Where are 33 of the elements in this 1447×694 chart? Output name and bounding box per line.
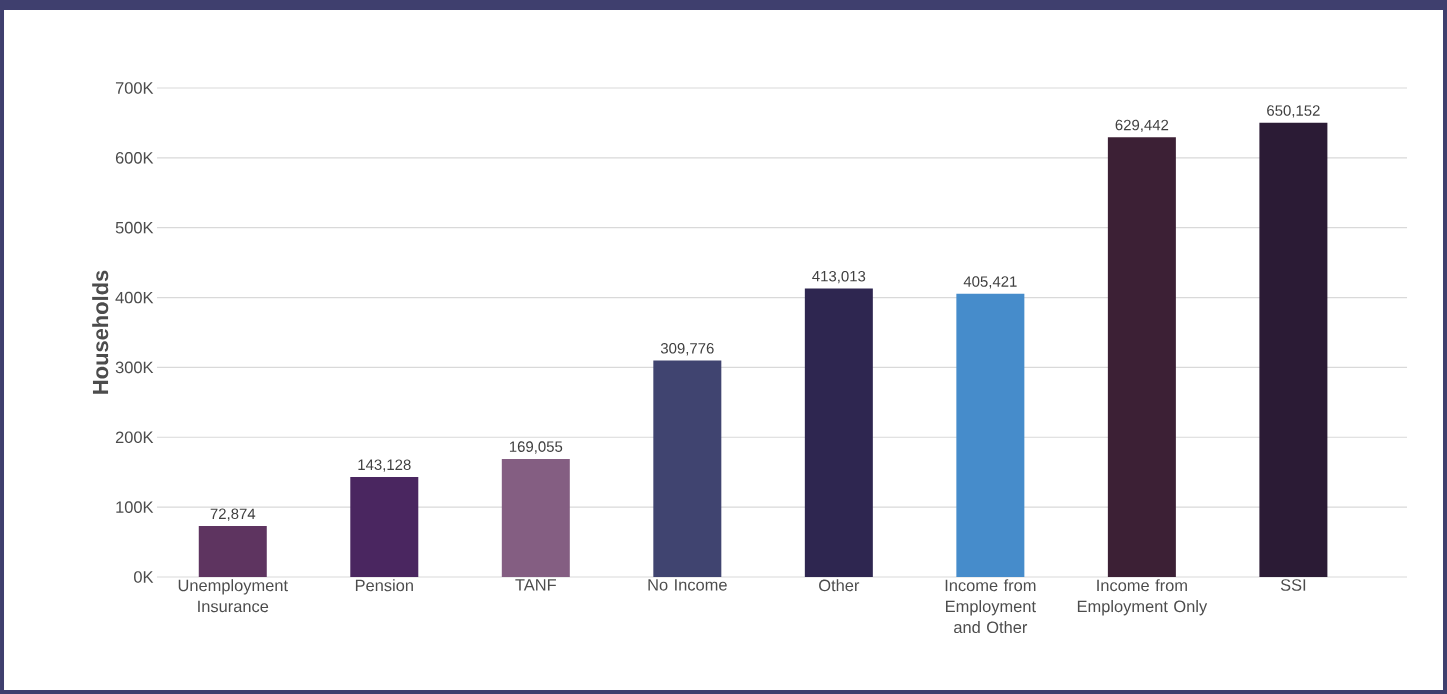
x-tick-label: Unemployment Insurance bbox=[178, 579, 288, 613]
data-label: 143,128 bbox=[358, 459, 411, 472]
y-tick-label: 0K bbox=[134, 571, 154, 583]
y-tick-label: 600K bbox=[115, 152, 154, 164]
data-label: 650,152 bbox=[1267, 105, 1320, 118]
bar bbox=[956, 293, 1025, 577]
bar bbox=[198, 526, 267, 577]
y-tick-label: 300K bbox=[115, 361, 154, 374]
data-label: 72,874 bbox=[210, 508, 256, 521]
x-tick-label: Other bbox=[819, 579, 860, 592]
y-tick-label: 400K bbox=[115, 291, 154, 304]
bar bbox=[350, 477, 419, 577]
bar bbox=[501, 458, 570, 577]
data-label: 405,421 bbox=[963, 276, 1017, 289]
x-tick-label: SSI bbox=[1280, 579, 1306, 591]
bar bbox=[653, 360, 722, 577]
bar bbox=[1107, 137, 1176, 577]
x-tick-label: TANF bbox=[515, 579, 556, 591]
x-tick-label: Income from Employment Only bbox=[1077, 579, 1208, 616]
y-tick-label: 700K bbox=[115, 82, 154, 94]
y-tick-label: 200K bbox=[115, 431, 154, 444]
y-tick-label: 100K bbox=[116, 501, 154, 513]
x-tick-label: Income from Employment and Other bbox=[945, 579, 1036, 634]
data-label: 413,013 bbox=[812, 270, 866, 284]
data-label: 169,055 bbox=[509, 441, 563, 454]
y-tick-label: 500K bbox=[115, 221, 154, 234]
bar bbox=[1259, 122, 1328, 577]
x-tick-label: No Income bbox=[648, 579, 727, 591]
data-label: 629,442 bbox=[1115, 119, 1169, 133]
y-axis-title: Households bbox=[92, 270, 109, 394]
x-tick-label: Pension bbox=[355, 579, 413, 592]
bar bbox=[804, 288, 873, 577]
data-label: 309,776 bbox=[660, 343, 714, 356]
